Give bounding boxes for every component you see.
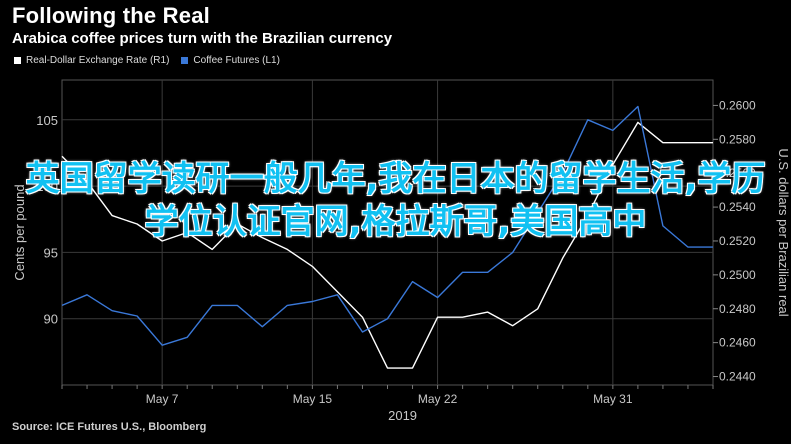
legend-label-coffee: Coffee Futures (L1) [193,55,280,66]
y-tick-label-right: 0.2440 [719,370,756,384]
y-tick-label-right: 0.2540 [719,200,756,214]
y-tick-label-right: 0.2520 [719,234,756,248]
chart-title: Following the Real [12,3,210,28]
y-tick-label-right: 0.2600 [719,98,756,112]
y-tick-label-left: 105 [36,113,58,128]
x-tick-label: May 7 [146,392,179,406]
x-tick-label: May 15 [293,392,333,406]
y-tick-label-left: 95 [44,245,58,260]
legend-swatch-coffee [181,57,189,64]
plot-frame [61,79,714,386]
chart-legend: Real-Dollar Exchange Rate (R1) Coffee Fu… [14,55,286,66]
x-tick-label: May 31 [593,392,633,406]
legend-label-real: Real-Dollar Exchange Rate (R1) [26,55,170,66]
y-tick-label-right: 0.2580 [719,132,756,146]
x-tick-label: May 22 [418,392,458,406]
y-tick-label-right: 0.2480 [719,302,756,316]
x-year-label: 2019 [388,408,417,420]
chart-subtitle: Arabica coffee prices turn with the Braz… [12,30,393,47]
source-note: Source: ICE Futures U.S., Bloomberg [12,421,207,433]
series-line-real [61,121,713,369]
legend-item-coffee: Coffee Futures (L1) [181,55,280,66]
series-line-coffee [61,105,713,346]
legend-item-real: Real-Dollar Exchange Rate (R1) [14,55,169,66]
legend-swatch-real [14,57,21,64]
y-axis-title-right: U.S. dollars per Brazilian real [776,148,791,316]
y-tick-label-left: 90 [44,312,58,327]
y-tick-label-right: 0.2560 [719,166,756,180]
y-axis-title-left: Cents per pound [12,184,27,280]
y-tick-label-left: 100 [36,179,58,194]
y-tick-label-right: 0.2500 [719,268,756,282]
line-chart: 90 95 100 105 0.2440 0.2460 0.2480 0.2500 0.2520… [12,79,791,420]
y-tick-label-right: 0.2460 [719,336,756,350]
